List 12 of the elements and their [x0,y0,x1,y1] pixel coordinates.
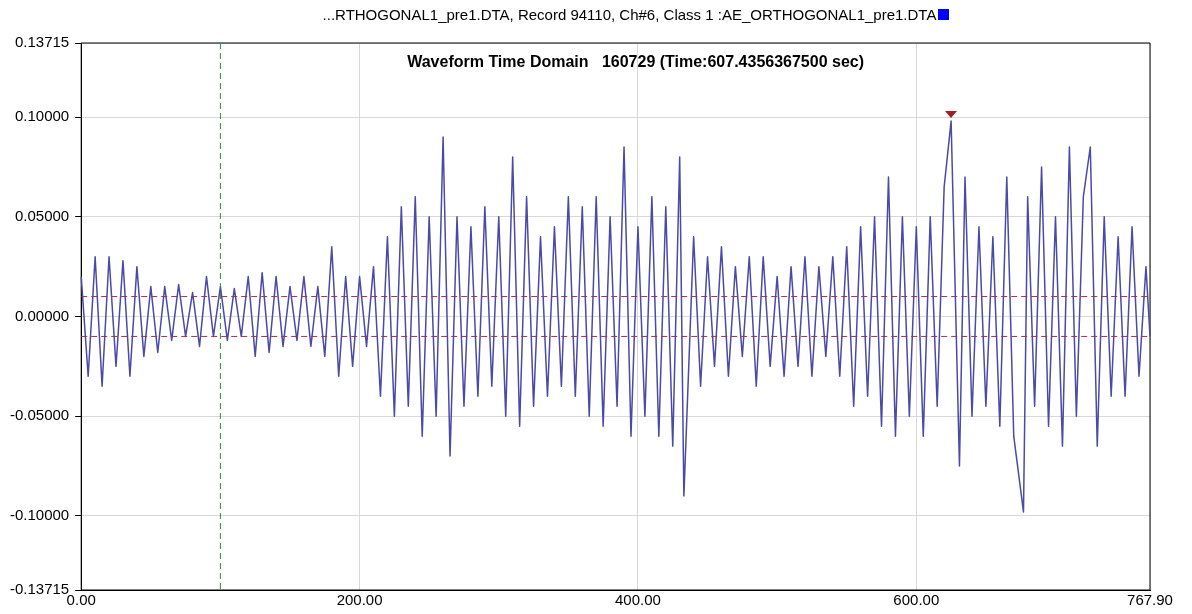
y-tick-label: 0.00000 [14,306,70,324]
text: Waveform Time Domain 160729 (Time:607.4356367500 sec) [407,53,865,71]
y-tick-label: -0.05000 [10,406,70,424]
y-tick-label: 0.10000 [14,107,70,125]
x-tick-label: 600.00 [893,591,940,609]
y-tick-label: -0.10000 [10,506,70,524]
y-tick-label: 0.05000 [14,206,70,224]
x-tick-label: 767.90 [1127,591,1173,609]
y-tick-label: 0.13715 [14,33,70,51]
chart-title: ...RTHOGONAL1_pre1.DTA, Record 94110, Ch#6, Class 1 :AE_ORTHOGONAL1_pre1.DTA [322,5,937,23]
x-tick-label: 200.00 [336,591,383,609]
x-tick-label: 400.00 [615,591,661,609]
